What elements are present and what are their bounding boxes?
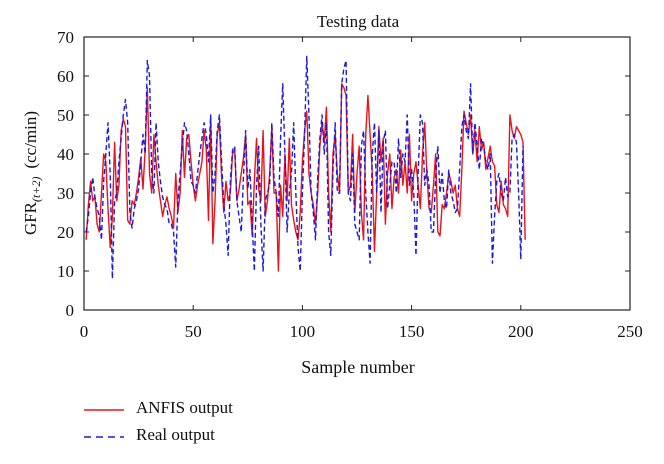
y-axis-label: GFR(t+2) (cc/min) [21, 111, 43, 235]
legend: ANFIS output Real output [84, 398, 324, 454]
legend-label-real-output: Real output [136, 425, 215, 444]
x-tick-label: 100 [290, 322, 316, 341]
y-tick-label: 30 [57, 184, 74, 203]
y-tick-label: 20 [57, 223, 74, 242]
legend-label-anfis-output: ANFIS output [136, 398, 233, 417]
legend-swatch-solid-red [84, 409, 124, 411]
x-tick-label: 0 [80, 322, 89, 341]
line-chart: Testing data 0 50 100 150 200 250 0 10 20 30 40 50 6… [21, 12, 643, 377]
x-tick-label: 50 [185, 322, 202, 341]
series-line-real-output [85, 55, 524, 280]
y-tick-label: 50 [57, 106, 74, 125]
legend-item-anfis-output: ANFIS output [84, 398, 324, 422]
y-tick-label: 0 [66, 301, 75, 320]
x-tick-label: 250 [617, 322, 643, 341]
y-axis-label-sub: (t+2) [29, 177, 43, 202]
plot-area-frame [83, 36, 631, 311]
x-tick-label: 150 [399, 322, 425, 341]
legend-swatch-dashed-blue [84, 436, 124, 438]
legend-item-real-output: Real output [84, 425, 324, 449]
y-tick-label: 70 [57, 28, 74, 47]
y-axis-label-main: GFR [21, 201, 40, 235]
series-layer [85, 55, 526, 280]
y-tick-label: 60 [57, 67, 74, 86]
y-tick-label: 10 [57, 262, 74, 281]
y-axis-label-unit: (cc/min) [21, 111, 40, 169]
chart-title: Testing data [317, 12, 400, 31]
series-line-anfis-output [85, 83, 526, 272]
y-tick-label: 40 [57, 145, 74, 164]
axis-ticks: 0 50 100 150 200 250 0 10 20 30 40 50 60 70 [57, 28, 643, 341]
x-axis-label: Sample number [301, 357, 414, 377]
x-tick-label: 200 [508, 322, 534, 341]
